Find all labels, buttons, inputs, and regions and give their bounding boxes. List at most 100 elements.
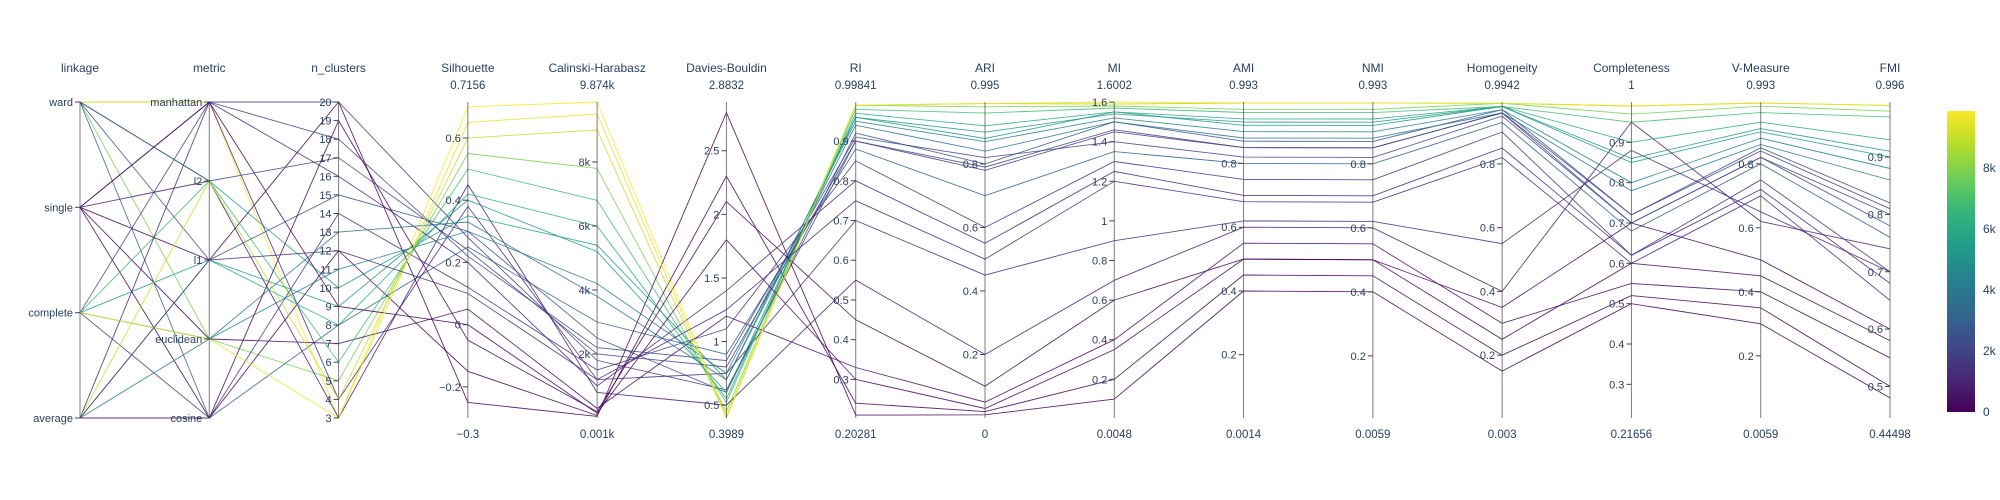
tick-label: 6k [579, 221, 591, 233]
axis-min-label: 0.0048 [1097, 429, 1132, 441]
tick-label: 0.6 [963, 222, 978, 234]
axis-min-label: 0 [982, 429, 988, 441]
axis-max-label: 9.874k [580, 80, 615, 92]
axis-n-clusters[interactable]: n_clusters 3 4 5 6 7 8 9 10 11 12 13 14 15 16 17 18 19 20 [311, 61, 366, 425]
tick-label: 0.2 [1480, 350, 1495, 362]
tick-label: 0.8 [833, 176, 848, 188]
axis-homogeneity[interactable]: Homogeneity 0.9942 0.003 0.2 0.4 0.6 0.8 [1467, 61, 1538, 441]
axis-max-label: 0.993 [1229, 80, 1258, 92]
tick-label: 13 [319, 227, 331, 239]
tick-label: 14 [319, 209, 331, 221]
axis-max-label: 2.8832 [709, 80, 744, 92]
tick-label: 0.4 [833, 335, 848, 347]
tick-label: 0.6 [1092, 295, 1107, 307]
tick-label: 0.6 [1221, 222, 1236, 234]
tick-label: 1.6 [1092, 97, 1107, 109]
axis-ari[interactable]: ARI 0.995 0 0.2 0.4 0.6 0.8 [963, 61, 1000, 441]
tick-label: 0.6 [1609, 258, 1624, 270]
tick-label: 3 [325, 413, 331, 425]
colorbar-tick-label: 2k [1983, 344, 1997, 358]
axis-title: AMI [1233, 61, 1254, 75]
colorbar: 0 2k 4k 6k 8k [1947, 111, 1997, 419]
axis-title: ARI [975, 61, 995, 75]
axis-metric[interactable]: metric cosine euclidean l1 l2 manhattan [150, 61, 225, 425]
tick-label: 2 [713, 209, 719, 221]
tick-label: 15 [319, 190, 331, 202]
tick-label: 0.8 [1480, 159, 1495, 171]
tick-label: 0.4 [1609, 339, 1624, 351]
axis-linkage[interactable]: linkage average complete single ward [28, 61, 99, 425]
axis-min-label: 0.001k [580, 429, 615, 441]
axis-title: V-Measure [1732, 61, 1790, 75]
axis-nmi[interactable]: NMI 0.993 0.0059 0.2 0.4 0.6 0.8 [1351, 61, 1391, 441]
tick-label: −0.2 [439, 382, 461, 394]
tick-label: 2k [579, 349, 591, 361]
tick-label: 0.5 [704, 400, 719, 412]
colorbar-tick-label: 8k [1983, 161, 1997, 175]
axis-fmi[interactable]: FMI 0.996 0.44498 0.5 0.6 0.7 0.8 0.9 [1868, 61, 1911, 441]
tick-label: complete [28, 308, 73, 320]
tick-label: 1 [1101, 216, 1107, 228]
tick-label: 1.4 [1092, 137, 1107, 149]
tick-label: 0.6 [833, 255, 848, 267]
tick-label: 0.2 [1092, 374, 1107, 386]
axis-max-label: 0.996 [1876, 80, 1905, 92]
axis-completeness[interactable]: Completeness 1 0.21656 0.3 0.4 0.5 0.6 0.7 0.8 0.… [1593, 61, 1670, 441]
tick-label: l1 [194, 255, 203, 267]
axis-min-label: 0.0059 [1355, 429, 1390, 441]
axis-title: metric [193, 61, 226, 75]
tick-label: euclidean [155, 334, 202, 346]
axis-title: Homogeneity [1467, 61, 1538, 75]
tick-label: single [44, 202, 73, 214]
tick-label: 0.3 [1609, 379, 1624, 391]
axis-min-label: 0.3989 [709, 429, 744, 441]
axis-min-label: 0.003 [1488, 429, 1517, 441]
axis-calinski-harabasz[interactable]: Calinski-Harabasz 9.874k 0.001k 2k 4k 6k 8k [548, 61, 645, 441]
axis-title: NMI [1362, 61, 1384, 75]
tick-label: 0.8 [1738, 159, 1753, 171]
tick-label: 1.2 [1092, 176, 1107, 188]
axis-ami[interactable]: AMI 0.993 0.0014 0.2 0.4 0.6 0.8 [1221, 61, 1261, 441]
tick-label: 0.9 [1868, 152, 1883, 164]
tick-label: 0.2 [963, 349, 978, 361]
axis-min-label: 0.20281 [835, 429, 877, 441]
tick-label: 0.2 [1738, 351, 1753, 363]
tick-label: 0.4 [446, 195, 461, 207]
axis-mi[interactable]: MI 1.6002 0.0048 0.2 0.4 0.6 0.8 1 1.2 1.4 1.6 [1092, 61, 1132, 441]
tick-label: 0.3 [833, 374, 848, 386]
axis-max-label: 0.7156 [450, 80, 485, 92]
tick-label: 10 [319, 283, 331, 295]
tick-label: 0.7 [1868, 267, 1883, 279]
tick-label: 4 [325, 394, 331, 406]
tick-label: 0.4 [1221, 286, 1236, 298]
tick-label: 11 [320, 264, 331, 276]
tick-label: 0.8 [1868, 209, 1883, 221]
axis-min-label: 0.21656 [1611, 429, 1653, 441]
axis-silhouette[interactable]: Silhouette 0.7156 −0.3 −0.2 0 0.2 0.4 0.6 [439, 61, 495, 441]
tick-label: cosine [170, 413, 202, 425]
tick-label: 0.4 [963, 286, 978, 298]
axis-title: linkage [61, 61, 99, 75]
axis-min-label: 0.44498 [1869, 429, 1911, 441]
tick-label: 0.8 [963, 159, 978, 171]
axis-davies-bouldin[interactable]: Davies-Bouldin 2.8832 0.3989 0.5 1 1.5 2 2.5 [686, 61, 767, 441]
tick-label: 20 [319, 97, 331, 109]
axis-ri[interactable]: RI 0.99841 0.20281 0.3 0.4 0.5 0.6 0.7 0.8 0.9 [833, 61, 876, 441]
tick-label: 0.6 [446, 133, 461, 145]
tick-label: 0.4 [1092, 335, 1107, 347]
colorbar-tick-label: 4k [1983, 283, 1997, 297]
axis-max-label: 0.995 [971, 80, 1000, 92]
axis-max-label: 0.993 [1358, 80, 1387, 92]
colorbar-gradient [1947, 111, 1975, 412]
tick-label: 0.7 [1609, 218, 1624, 230]
axis-title: RI [850, 61, 862, 75]
axis-title: n_clusters [311, 61, 366, 75]
tick-label: 0.4 [1480, 286, 1495, 298]
axis-v-measure[interactable]: V-Measure 0.993 0.0059 0.2 0.4 0.6 0.8 [1732, 61, 1790, 441]
tick-label: average [33, 413, 73, 425]
tick-label: 0.8 [1351, 159, 1366, 171]
tick-label: 0.2 [1221, 350, 1236, 362]
tick-label: 7 [325, 339, 331, 351]
axis-max-label: 1.6002 [1097, 80, 1132, 92]
